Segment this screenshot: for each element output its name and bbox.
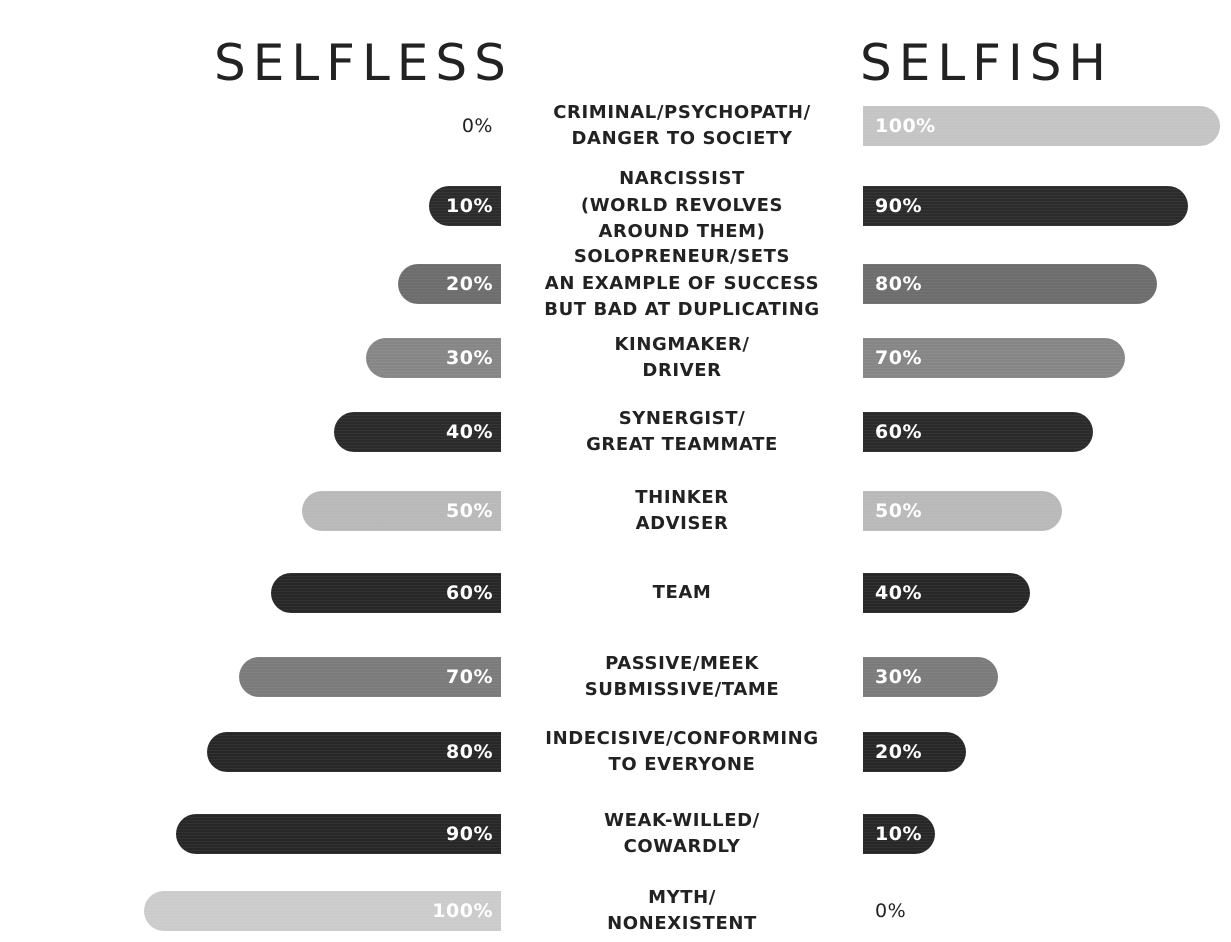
bar-selfless-1: 10%	[429, 186, 501, 226]
category-label-line: ADVISER	[635, 513, 729, 534]
bar-selfish-8: 20%	[863, 732, 966, 772]
category-label-line: SOLOPRENEUR/SETS	[573, 246, 791, 268]
bar-selfish-10: 0%	[875, 900, 907, 922]
bar-selfish-5: 50%	[863, 491, 1062, 531]
category-label-10: MYTH/NONEXISTENT	[532, 885, 832, 938]
bar-selfless-0: 0%	[461, 115, 493, 137]
category-label-line: THINKER	[635, 486, 729, 508]
category-label-line: TEAM	[652, 581, 712, 603]
bar-selfless-5: 50%	[302, 491, 501, 531]
category-label-line: NARCISSIST	[619, 168, 745, 190]
bar-selfish-1: 90%	[863, 186, 1188, 226]
category-label-line: AN EXAMPLE OF SUCCESS	[544, 272, 820, 294]
bar-selfless-7: 70%	[239, 657, 501, 697]
category-label-line: DANGER TO SOCIETY	[571, 128, 793, 149]
category-label-2: SOLOPRENEUR/SETS AN EXAMPLE OF SUCCESS BUT…	[532, 244, 832, 324]
bar-selfless-2: 20%	[398, 264, 501, 304]
header-selfish: SELFISH	[860, 34, 1114, 92]
category-label-3: KINGMAKER/DRIVER	[532, 332, 832, 385]
category-label-line: CRIMINAL/PSYCHOPATH/	[553, 101, 811, 123]
category-label-line: TO EVERYONE	[608, 754, 756, 775]
bar-selfish-0: 100%	[863, 106, 1220, 146]
bar-selfless-4: 40%	[334, 412, 501, 452]
bar-selfless-10: 100%	[144, 891, 501, 931]
bar-selfish-3: 70%	[863, 338, 1125, 378]
category-label-line: COWARDLY	[623, 836, 741, 857]
category-label-line: GREAT TEAMMATE	[586, 434, 778, 455]
category-label-line: NONEXISTENT	[607, 913, 757, 934]
category-label-line: KINGMAKER/	[614, 333, 750, 355]
bar-selfless-6: 60%	[271, 573, 501, 613]
header-selfless: SELFLESS	[214, 34, 513, 92]
category-label-line: SUBMISSIVE/TAME	[584, 679, 780, 700]
category-label-line: PASSIVE/MEEK	[605, 652, 759, 674]
bar-selfless-8: 80%	[207, 732, 501, 772]
bar-selfless-3: 30%	[366, 338, 501, 378]
bar-selfless-9: 90%	[176, 814, 501, 854]
bar-selfish-4: 60%	[863, 412, 1093, 452]
bar-selfish-2: 80%	[863, 264, 1157, 304]
bar-selfish-9: 10%	[863, 814, 935, 854]
category-label-6: TEAM	[532, 580, 832, 607]
category-label-line: INDECISIVE/CONFORMING	[545, 727, 819, 749]
category-label-line: MYTH/	[648, 886, 716, 908]
category-label-line: BUT BAD AT DUPLICATING	[544, 299, 820, 321]
category-label-1: NARCISSIST (WORLD REVOLVES AROUND THEM)	[532, 166, 832, 246]
category-label-line: WEAK-WILLED/	[604, 809, 760, 831]
category-label-7: PASSIVE/MEEK SUBMISSIVE/TAME	[532, 651, 832, 704]
category-label-9: WEAK-WILLED/COWARDLY	[532, 808, 832, 861]
category-label-5: THINKER ADVISER	[532, 485, 832, 538]
category-label-line: (WORLD REVOLVES	[580, 194, 784, 216]
category-label-4: SYNERGIST/GREAT TEAMMATE	[532, 406, 832, 459]
category-label-line: AROUND THEM)	[598, 221, 766, 243]
category-label-0: CRIMINAL/PSYCHOPATH/DANGER TO SOCIETY	[532, 100, 832, 153]
bar-selfish-6: 40%	[863, 573, 1030, 613]
category-label-line: SYNERGIST/	[618, 407, 746, 429]
bar-selfish-7: 30%	[863, 657, 998, 697]
category-label-line: DRIVER	[642, 360, 722, 381]
category-label-8: INDECISIVE/CONFORMING TO EVERYONE	[532, 726, 832, 779]
